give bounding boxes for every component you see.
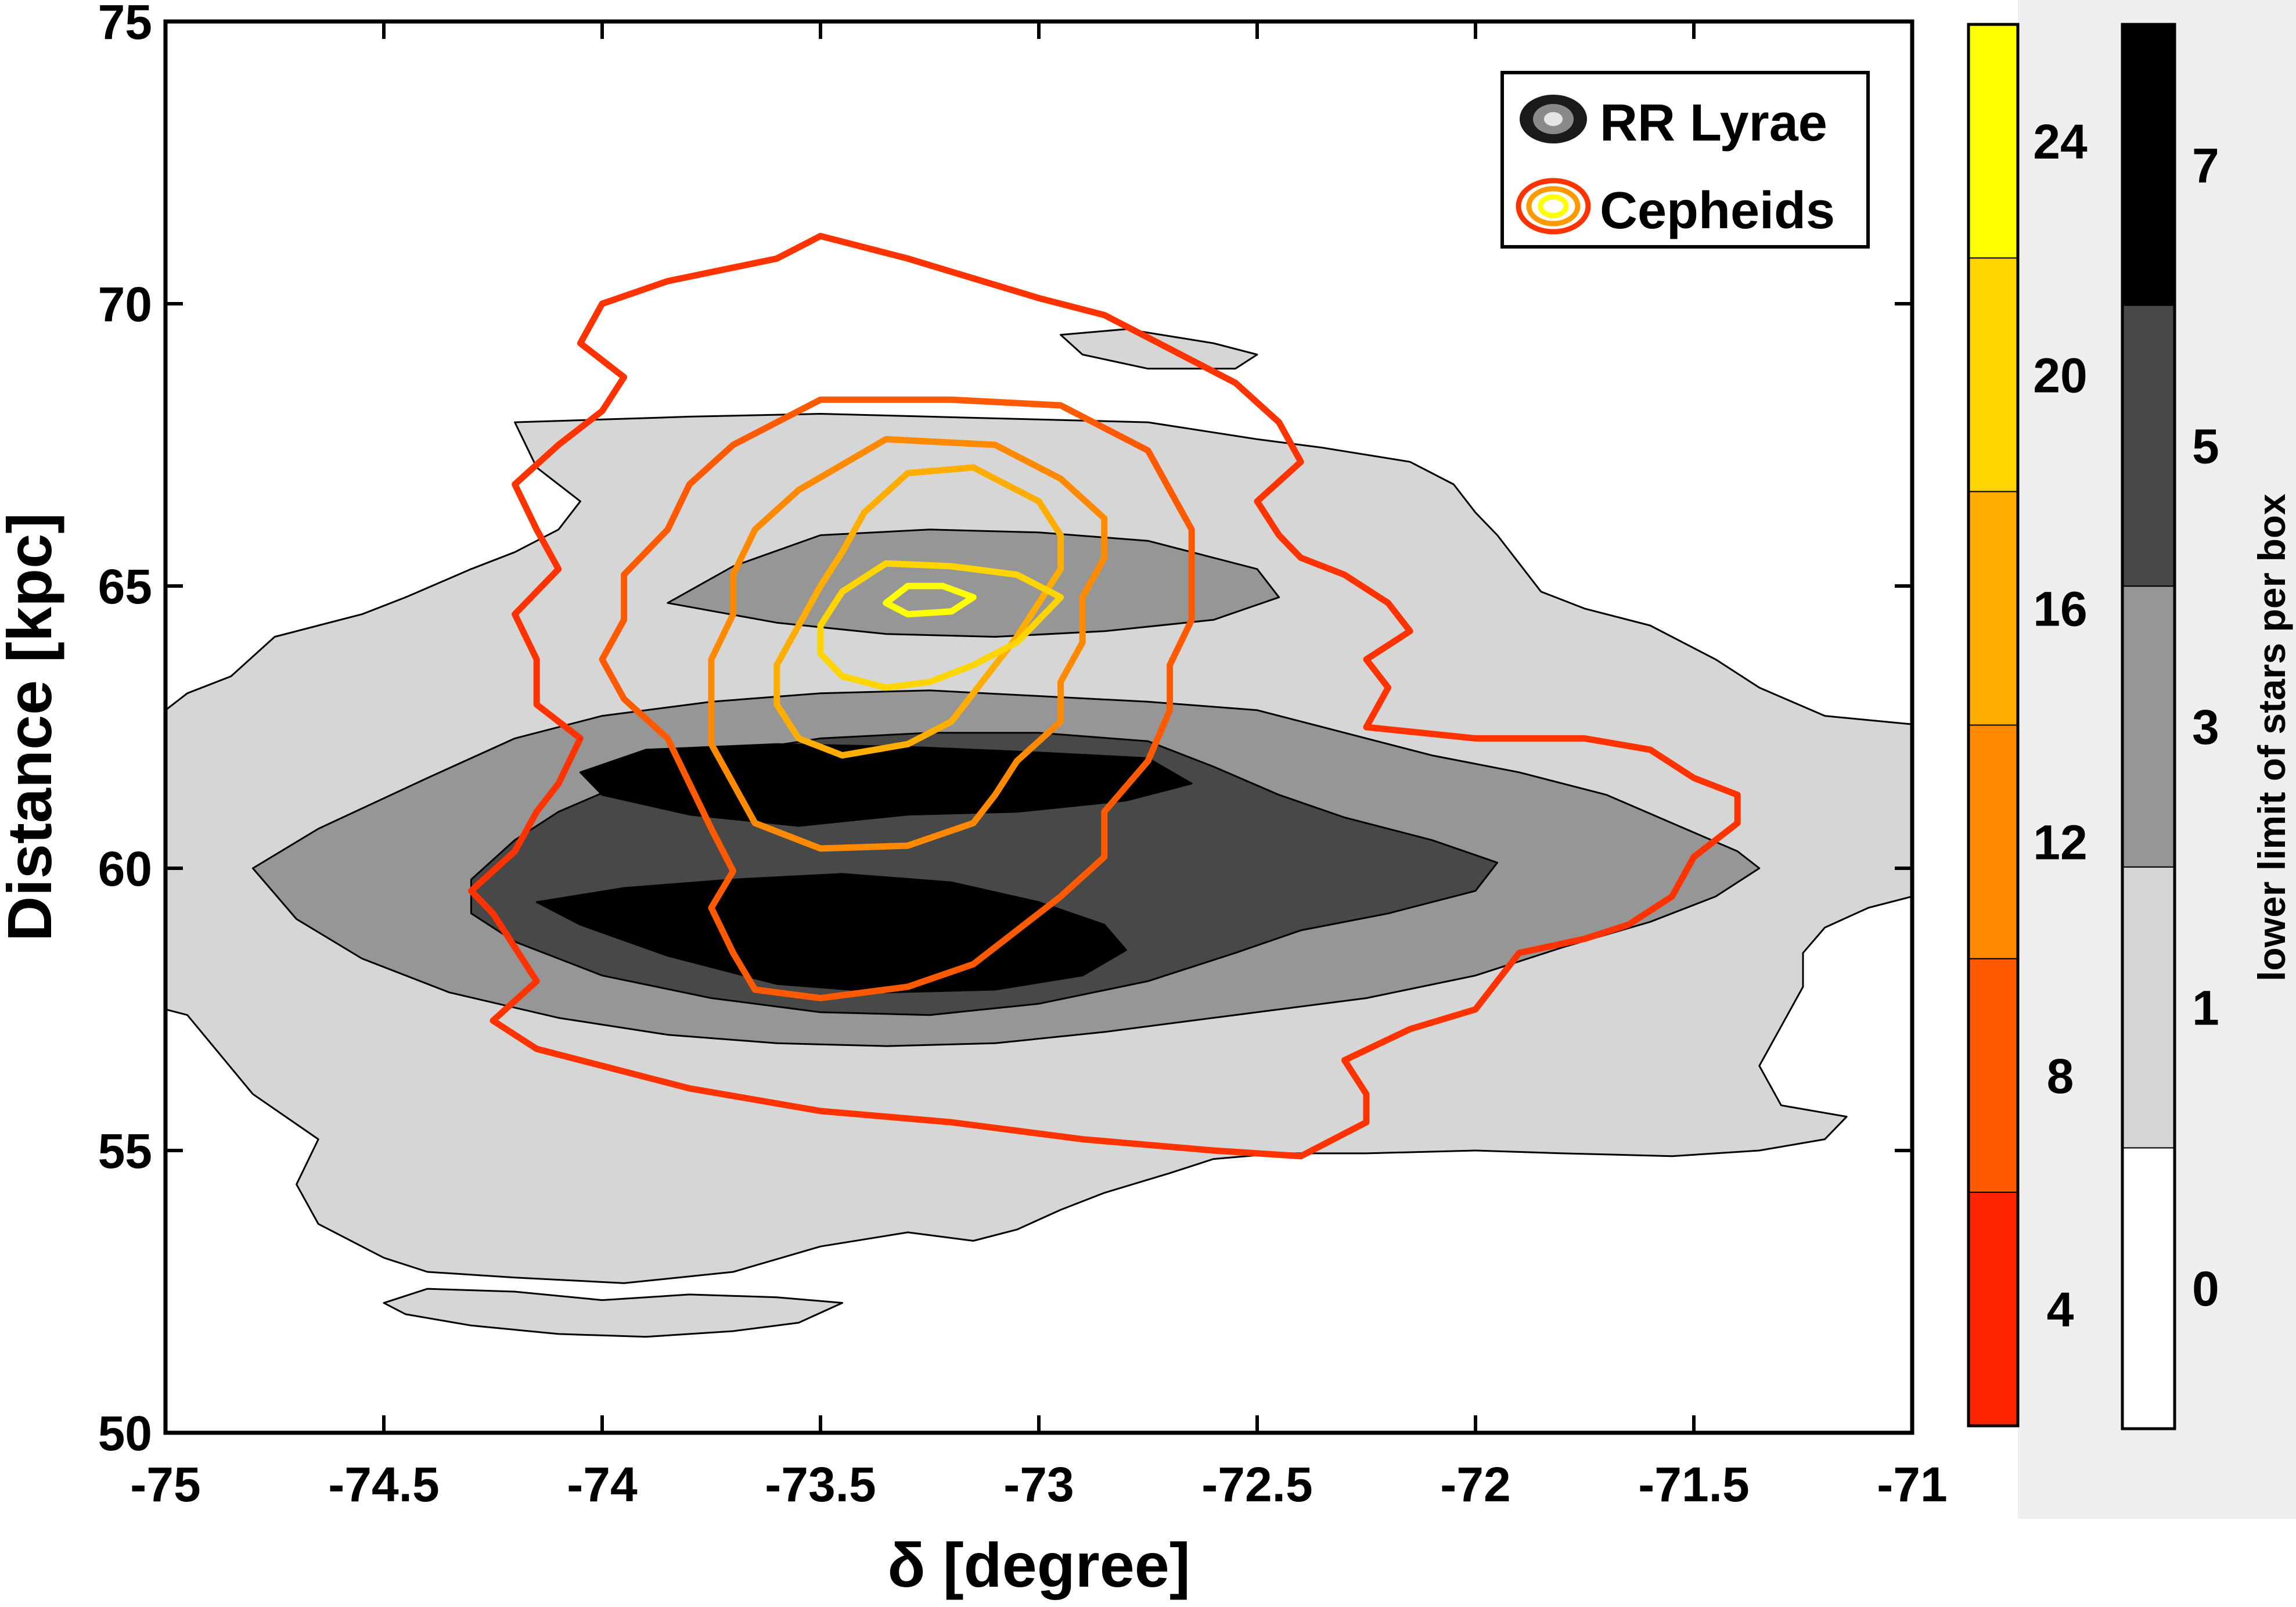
x-tick-label: -72.5	[1201, 1457, 1312, 1512]
rr-lyrae-region-level-3	[667, 529, 1280, 638]
legend: RR Lyrae Cepheids	[1500, 71, 1870, 249]
y-tick-label: 70	[98, 277, 152, 332]
legend-rr-lyrae-swatch	[1520, 95, 1587, 143]
cepheid-colorbar-tick-label: 8	[2047, 1049, 2074, 1103]
y-tick-label: 65	[98, 559, 152, 614]
y-tick-label: 50	[98, 1406, 152, 1461]
y-tick-label: 75	[98, 0, 152, 49]
rr-colorbar-band	[2122, 866, 2175, 1149]
plot-area: -75 -74.5 -74 -73.5 -73 -72.5 -72 -71.5 -71 50 55…	[98, 0, 1948, 1512]
legend-rr-lyrae-label: RR Lyrae	[1600, 94, 1827, 152]
cepheid-colorbar-tick-label: 4	[2047, 1282, 2074, 1337]
x-tick-label: -73	[1003, 1457, 1074, 1512]
rr-colorbar-tick-label: 1	[2192, 981, 2219, 1036]
y-axis-ticks: 50 55 60 65 70 75	[98, 0, 1912, 1461]
rr-colorbar-tick-label: 3	[2192, 700, 2219, 754]
legend-cepheids-label: Cepheids	[1600, 182, 1835, 240]
cepheid-colorbar-tick-label: 12	[2033, 815, 2087, 870]
rr-colorbar-tick-label: 0	[2192, 1261, 2219, 1316]
rr-colorbar-band	[2122, 304, 2175, 587]
rr-colorbar-tick-label: 7	[2192, 138, 2219, 193]
x-tick-label: -71	[1877, 1457, 1947, 1512]
y-tick-label: 60	[98, 842, 152, 896]
cepheid-colorbar-band	[1968, 24, 2018, 259]
x-tick-label: -74	[567, 1457, 638, 1512]
cepheid-colorbar-band	[1968, 958, 2018, 1193]
rr-colorbar-label: lower limit of stars per box	[2250, 494, 2293, 982]
x-tick-label: -75	[130, 1457, 200, 1512]
rr-lyrae-region-level-1	[383, 1288, 844, 1338]
cepheid-contour-level-8	[599, 396, 1195, 1002]
cepheid-contour-level-20	[817, 560, 1064, 691]
cepheid-colorbar-band	[1968, 1191, 2018, 1426]
cepheid-colorbar-tick-label: 16	[2033, 581, 2087, 636]
rr-colorbar-tick-label: 5	[2192, 419, 2219, 473]
cepheid-contour-level-16	[773, 464, 1064, 759]
rr-colorbar-band	[2122, 1147, 2175, 1430]
cepheid-colorbar: 4 8 12 16 20 24	[1967, 23, 2088, 1428]
cepheid-contour-level-12	[708, 436, 1108, 852]
x-tick-label: -71.5	[1638, 1457, 1749, 1512]
x-tick-label: -74.5	[328, 1457, 439, 1512]
cepheid-contours	[467, 232, 1741, 1160]
x-tick-label: -72	[1440, 1457, 1510, 1512]
y-tick-label: 55	[98, 1124, 152, 1178]
x-axis-label: δ [degree]	[887, 1530, 1190, 1600]
rr-lyrae-colorbar: 0 1 3 5 7	[2121, 23, 2219, 1430]
x-tick-label: -73.5	[765, 1457, 876, 1512]
cepheid-colorbar-band	[1968, 491, 2018, 726]
cepheid-colorbar-tick-label: 24	[2033, 114, 2088, 169]
cepheid-colorbar-frame	[1967, 23, 2020, 1428]
rr-colorbar-band	[2122, 585, 2175, 868]
legend-cepheids-swatch	[1516, 178, 1591, 235]
cepheid-colorbar-band	[1968, 724, 2018, 959]
x-axis-ticks: -75 -74.5 -74 -73.5 -73 -72.5 -72 -71.5 -71	[130, 21, 1948, 1512]
y-axis-label: Distance [kpc]	[0, 513, 64, 941]
rr-colorbar-frame	[2121, 23, 2176, 1430]
cepheid-colorbar-tick-label: 20	[2033, 348, 2087, 402]
cepheid-contour-level-4	[467, 232, 1741, 1160]
cepheid-colorbar-band	[1968, 257, 2018, 492]
rr-colorbar-band	[2122, 24, 2175, 306]
rr-lyrae-region-level-1	[1060, 328, 1258, 370]
cepheid-contour-level-24	[883, 583, 977, 618]
